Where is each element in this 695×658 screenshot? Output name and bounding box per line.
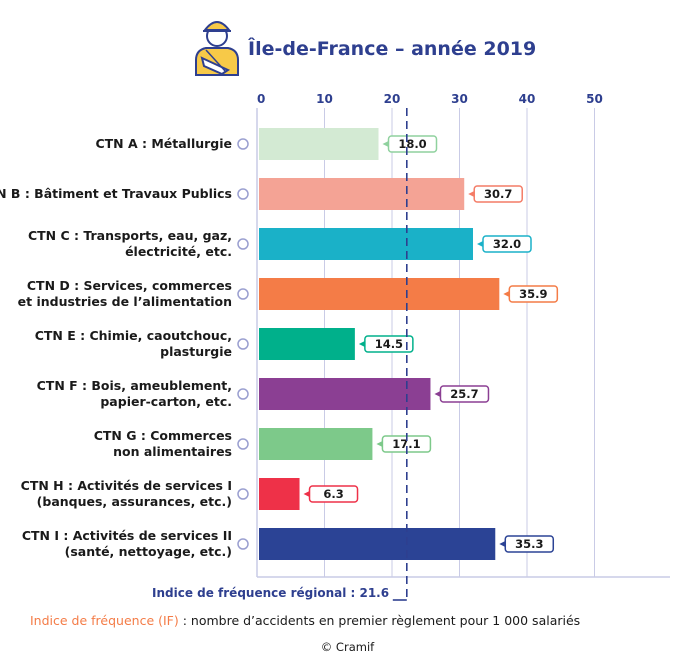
category-label: et industries de l’alimentation xyxy=(18,294,232,309)
bar xyxy=(259,478,300,510)
category-marker xyxy=(237,188,249,200)
category-marker xyxy=(237,388,249,400)
tick-label: 20 xyxy=(384,92,401,106)
category-label: CTN C : Transports, eau, gaz, xyxy=(28,228,232,243)
category-label: CTN B : Bâtiment et Travaux Publics xyxy=(0,186,232,201)
chart-title: Île-de-France – année 2019 xyxy=(248,37,536,60)
value-label: 35.3 xyxy=(515,537,543,551)
definition-text: : nombre d’accidents en premier règlemen… xyxy=(178,613,581,628)
category-label: plasturgie xyxy=(160,344,232,359)
category-label: CTN F : Bois, ameublement, xyxy=(37,378,232,393)
value-box xyxy=(439,385,490,403)
category-label: CTN D : Services, commerces xyxy=(27,278,232,293)
bar xyxy=(259,278,500,310)
tick-label: 10 xyxy=(316,92,333,106)
reference-line xyxy=(392,108,408,601)
credit: © Cramif xyxy=(320,640,375,654)
definition-note: Indice de fréquence (IF) : nombre d’acci… xyxy=(30,613,695,628)
value-pointer xyxy=(303,491,310,497)
value-pointer xyxy=(499,541,506,547)
value-pointer xyxy=(358,341,365,347)
category-label: CTN I : Activités de services II xyxy=(22,528,232,543)
category-label: (banques, assurances, etc.) xyxy=(37,494,232,509)
bar xyxy=(259,228,473,260)
category-label: papier-carton, etc. xyxy=(100,394,232,409)
value-pointer xyxy=(468,191,475,197)
value-pointer xyxy=(382,141,389,147)
category-marker xyxy=(237,138,249,150)
value-label: 14.5 xyxy=(375,337,403,351)
value-label: 35.9 xyxy=(519,287,547,301)
bar xyxy=(259,328,355,360)
bars: CTN A : Métallurgie 18.0 CTN B : Bâtiment … xyxy=(0,128,559,560)
regional-index-label: Indice de fréquence régional : 21.6 xyxy=(152,586,390,600)
x-axis-ticks: 0 10 20 30 40 50 xyxy=(257,92,603,106)
tick-label: 40 xyxy=(519,92,536,106)
category-label: CTN A : Métallurgie xyxy=(95,136,232,151)
value-label: 32.0 xyxy=(493,237,521,251)
category-label: CTN H : Activités de services I xyxy=(21,478,232,493)
category-label: (santé, nettoyage, etc.) xyxy=(65,544,232,559)
value-pointer xyxy=(434,391,441,397)
value-label: 6.3 xyxy=(323,487,343,501)
value-pointer xyxy=(477,241,483,247)
worker-with-sling-icon xyxy=(195,21,239,76)
tick-label: 30 xyxy=(451,92,468,106)
category-marker xyxy=(237,238,249,250)
category-marker xyxy=(237,488,249,500)
bar xyxy=(259,378,431,410)
value-box xyxy=(504,535,555,553)
bar xyxy=(259,128,379,160)
value-label: 17.1 xyxy=(392,437,420,451)
value-label: 30.7 xyxy=(484,187,512,201)
tick-label: 50 xyxy=(586,92,603,106)
value-box xyxy=(308,485,359,503)
value-box xyxy=(482,235,532,253)
value-box xyxy=(508,285,559,303)
category-marker xyxy=(237,288,249,300)
category-marker xyxy=(237,338,249,350)
category-marker xyxy=(237,438,249,450)
category-label: CTN G : Commerces xyxy=(94,428,232,443)
value-box xyxy=(364,335,414,353)
category-marker xyxy=(237,538,249,550)
definition-highlight: Indice de fréquence (IF) xyxy=(30,613,179,628)
bar xyxy=(259,528,496,560)
value-pointer xyxy=(503,291,510,297)
value-pointer xyxy=(376,441,383,447)
tick-label: 0 xyxy=(257,92,265,106)
value-label: 25.7 xyxy=(450,387,478,401)
category-label: CTN E : Chimie, caoutchouc, xyxy=(35,328,232,343)
bar xyxy=(259,428,373,460)
bar xyxy=(259,178,465,210)
category-label: non alimentaires xyxy=(113,444,232,459)
value-box xyxy=(473,185,523,203)
value-label: 18.0 xyxy=(398,137,426,151)
value-box xyxy=(387,135,438,153)
category-label: électricité, etc. xyxy=(125,244,232,259)
